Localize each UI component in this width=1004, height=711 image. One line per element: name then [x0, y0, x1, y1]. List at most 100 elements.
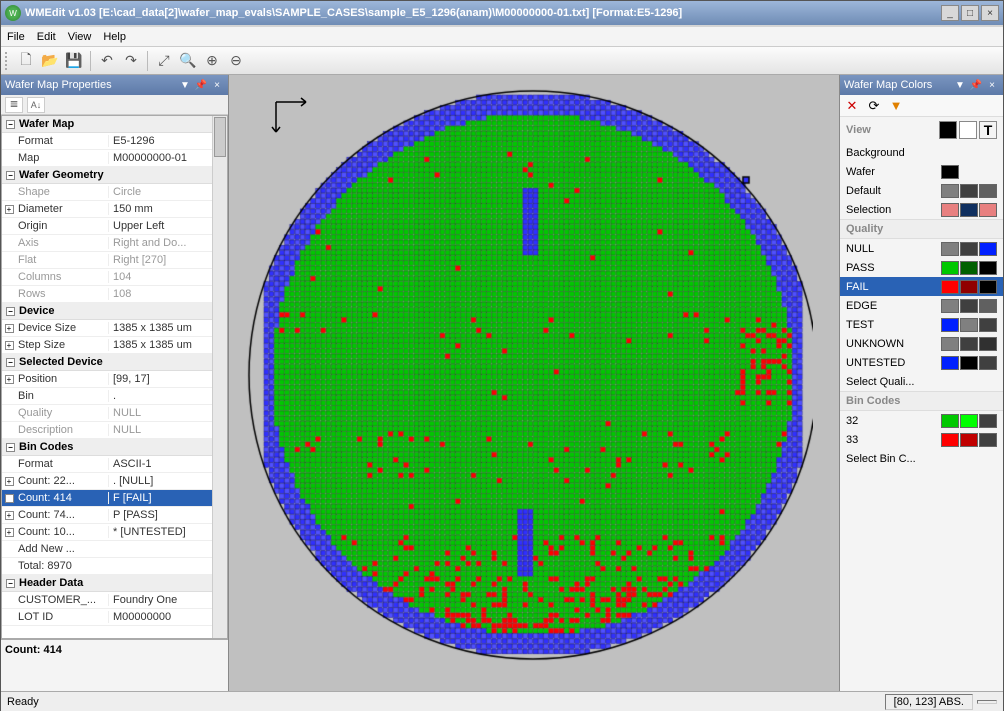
color-swatch[interactable]: [941, 433, 959, 447]
color-row[interactable]: 32: [840, 411, 1003, 430]
property-section-header[interactable]: −Wafer Map: [2, 116, 227, 133]
menu-edit[interactable]: Edit: [37, 31, 56, 43]
color-swatch[interactable]: [979, 261, 997, 275]
scrollbar[interactable]: [212, 116, 227, 638]
panel-pin-icon[interactable]: 📌: [194, 78, 208, 92]
color-swatch[interactable]: [941, 414, 959, 428]
color-swatch[interactable]: [979, 280, 997, 294]
property-section-header[interactable]: −Device: [2, 303, 227, 320]
color-row[interactable]: NULL: [840, 239, 1003, 258]
color-row[interactable]: Select Bin C...: [840, 449, 1003, 468]
wafer-canvas-area[interactable]: [229, 75, 839, 691]
property-row[interactable]: FormatASCII-1: [2, 456, 227, 473]
property-row[interactable]: +Diameter150 mm: [2, 201, 227, 218]
property-row[interactable]: MapM00000000-01: [2, 150, 227, 167]
color-swatch[interactable]: [960, 261, 978, 275]
color-swatch[interactable]: [979, 318, 997, 332]
property-row[interactable]: +Count: 74...P [PASS]: [2, 507, 227, 524]
property-row[interactable]: DescriptionNULL: [2, 422, 227, 439]
wafer-map-canvas[interactable]: [243, 77, 813, 675]
colors-pin-icon[interactable]: 📌: [969, 78, 983, 92]
view-swatch[interactable]: [959, 121, 977, 139]
scrollbar-thumb[interactable]: [214, 117, 226, 157]
property-section-header[interactable]: −Wafer Geometry: [2, 167, 227, 184]
color-swatch[interactable]: [941, 242, 959, 256]
color-swatch[interactable]: [960, 337, 978, 351]
property-row[interactable]: OriginUpper Left: [2, 218, 227, 235]
color-row[interactable]: Selection: [840, 200, 1003, 219]
zoom-out-icon[interactable]: ⊖: [225, 50, 247, 72]
color-swatch[interactable]: [941, 318, 959, 332]
color-swatch[interactable]: [979, 299, 997, 313]
color-swatch[interactable]: [960, 299, 978, 313]
color-row[interactable]: FAIL: [840, 277, 1003, 296]
maximize-button[interactable]: □: [961, 5, 979, 21]
color-row[interactable]: UNKNOWN: [840, 334, 1003, 353]
property-row[interactable]: +Count: 414F [FAIL]: [2, 490, 227, 507]
property-row[interactable]: FlatRight [270]: [2, 252, 227, 269]
zoom-icon[interactable]: 🔍: [177, 50, 199, 72]
color-swatch[interactable]: [941, 184, 959, 198]
panel-dropdown-icon[interactable]: ▼: [178, 78, 192, 92]
color-swatch[interactable]: [941, 299, 959, 313]
color-swatch[interactable]: [960, 242, 978, 256]
color-swatch[interactable]: [979, 184, 997, 198]
open-icon[interactable]: 📂: [39, 50, 61, 72]
color-row[interactable]: UNTESTED: [840, 353, 1003, 372]
property-section-header[interactable]: −Header Data: [2, 575, 227, 592]
color-swatch[interactable]: [941, 375, 959, 389]
color-row[interactable]: EDGE: [840, 296, 1003, 315]
property-row[interactable]: Bin.: [2, 388, 227, 405]
color-swatch[interactable]: [979, 165, 997, 179]
property-row[interactable]: Add New ...: [2, 541, 227, 558]
color-swatch[interactable]: [941, 356, 959, 370]
property-row[interactable]: +Count: 10...* [UNTESTED]: [2, 524, 227, 541]
color-swatch[interactable]: [979, 146, 997, 160]
property-row[interactable]: CUSTOMER_...Foundry One: [2, 592, 227, 609]
color-swatch[interactable]: [979, 433, 997, 447]
menu-help[interactable]: Help: [103, 31, 126, 43]
color-swatch[interactable]: [979, 337, 997, 351]
property-row[interactable]: +Position[99, 17]: [2, 371, 227, 388]
menu-file[interactable]: File: [7, 31, 25, 43]
property-row[interactable]: ShapeCircle: [2, 184, 227, 201]
color-swatch[interactable]: [960, 433, 978, 447]
undo-icon[interactable]: ↶: [96, 50, 118, 72]
property-section-header[interactable]: −Bin Codes: [2, 439, 227, 456]
redo-icon[interactable]: ↷: [120, 50, 142, 72]
color-swatch[interactable]: [941, 203, 959, 217]
color-swatch[interactable]: [960, 165, 978, 179]
property-row[interactable]: +Count: 22.... [NULL]: [2, 473, 227, 490]
property-row[interactable]: Columns104: [2, 269, 227, 286]
color-row[interactable]: Background: [840, 143, 1003, 162]
color-swatch[interactable]: [979, 242, 997, 256]
color-row[interactable]: Default: [840, 181, 1003, 200]
color-swatch[interactable]: [960, 146, 978, 160]
color-swatch[interactable]: [960, 452, 978, 466]
colors-dropdown-icon[interactable]: ▼: [953, 78, 967, 92]
new-icon[interactable]: 🗋: [15, 50, 37, 72]
minimize-button[interactable]: _: [941, 5, 959, 21]
panel-close-icon[interactable]: ×: [210, 78, 224, 92]
property-row[interactable]: Rows108: [2, 286, 227, 303]
color-swatch[interactable]: [979, 452, 997, 466]
sort-category-icon[interactable]: 𝌆: [5, 97, 23, 113]
view-swatch[interactable]: [939, 121, 957, 139]
color-row[interactable]: TEST: [840, 315, 1003, 334]
view-swatch[interactable]: T: [979, 121, 997, 139]
color-swatch[interactable]: [960, 203, 978, 217]
sort-alpha-icon[interactable]: A↓: [27, 97, 45, 113]
colors-close-icon[interactable]: ×: [985, 78, 999, 92]
color-row[interactable]: Select Quali...: [840, 372, 1003, 391]
property-row[interactable]: FormatE5-1296: [2, 133, 227, 150]
color-swatch[interactable]: [941, 165, 959, 179]
property-row[interactable]: +Device Size1385 x 1385 um: [2, 320, 227, 337]
color-swatch[interactable]: [941, 280, 959, 294]
color-swatch[interactable]: [960, 356, 978, 370]
color-swatch[interactable]: [979, 203, 997, 217]
save-icon[interactable]: 💾: [63, 50, 85, 72]
color-row[interactable]: Wafer: [840, 162, 1003, 181]
color-swatch[interactable]: [979, 375, 997, 389]
color-swatch[interactable]: [941, 146, 959, 160]
color-row[interactable]: 33: [840, 430, 1003, 449]
